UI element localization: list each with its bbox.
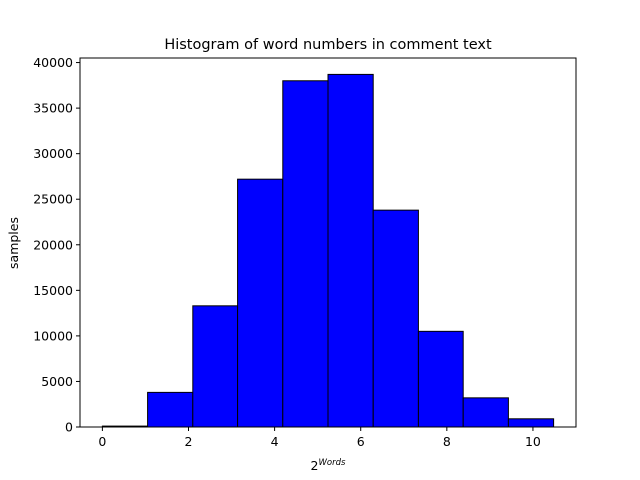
y-tick-label: 40000	[33, 55, 73, 70]
histogram-bar-4	[237, 178, 284, 428]
histogram-bar-5	[282, 80, 329, 428]
y-tick-label: 35000	[33, 101, 73, 116]
x-tick-label: 6	[357, 434, 365, 449]
y-axis-ticks: 0 5000 10000 15000 20000 25000 30000 35000 40000	[33, 55, 80, 435]
x-tick-label: 0	[98, 434, 106, 449]
y-tick-label: 10000	[33, 328, 73, 343]
bars-group	[101, 73, 555, 428]
plot-frame	[79, 57, 577, 428]
x-axis-ticks: 0 2 4 6 8 10	[98, 427, 541, 449]
histogram-bar-2	[147, 391, 194, 428]
histogram-bar-9	[462, 397, 509, 428]
x-axis-label-exponent: Words	[319, 458, 346, 468]
y-tick-label: 30000	[33, 146, 73, 161]
y-tick-label: 25000	[33, 192, 73, 207]
histogram-bar-7	[372, 209, 419, 428]
x-tick-label: 2	[185, 434, 193, 449]
y-tick-label: 0	[65, 420, 73, 435]
histogram-bar-3	[192, 305, 239, 428]
x-axis-label: 2Words	[311, 458, 346, 473]
y-tick-label: 5000	[41, 374, 73, 389]
y-tick-label: 15000	[33, 283, 73, 298]
histogram-bar-8	[417, 330, 464, 428]
x-tick-label: 8	[443, 434, 451, 449]
chart-title: Histogram of word numbers in comment tex…	[164, 37, 492, 53]
histogram-bar-10	[507, 418, 555, 428]
y-axis-label: samples	[6, 217, 21, 269]
y-tick-label: 20000	[33, 237, 73, 252]
x-tick-label: 4	[271, 434, 279, 449]
histogram-bar-6	[327, 73, 374, 428]
x-tick-label: 10	[525, 434, 541, 449]
x-axis-label-base: 2	[311, 458, 319, 473]
